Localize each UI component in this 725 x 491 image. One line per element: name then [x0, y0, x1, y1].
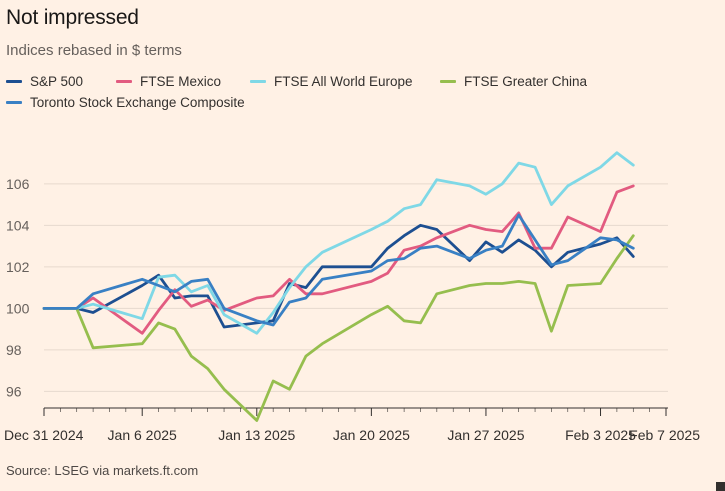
chart-title: Not impressed: [6, 6, 139, 29]
legend-label-ftse-all-world-europe: FTSE All World Europe: [274, 74, 413, 89]
x-tick-label: Jan 20 2025: [333, 427, 410, 443]
series-line-ftse-all-world-europe: [42, 151, 635, 335]
legend-item-ftse-greater-china: FTSE Greater China: [440, 74, 587, 89]
legend-label-ftse-greater-china: FTSE Greater China: [464, 74, 588, 89]
chart-subtitle: Indices rebased in $ terms: [6, 42, 182, 59]
legend-label-tsx-composite: Toronto Stock Exchange Composite: [30, 95, 245, 110]
y-tick-label: 96: [6, 383, 22, 399]
source-note: Source: LSEG via markets.ft.com: [6, 463, 199, 478]
x-tick-label: Feb 3 2025: [565, 427, 636, 443]
y-tick-label: 106: [6, 176, 30, 192]
series-line-ftse-greater-china: [42, 234, 635, 422]
legend-swatch-ftse-mexico: [116, 80, 132, 83]
series-lines: [42, 151, 635, 422]
x-axis: Dec 31 2024 Jan 6 2025 Jan 13 2025 Jan 20 2…: [4, 407, 700, 443]
legend-label-ftse-mexico: FTSE Mexico: [140, 74, 222, 89]
legend-item-sp500: S&P 500: [6, 74, 83, 89]
x-tick-label: Jan 6 2025: [108, 427, 177, 443]
legend-swatch-sp500: [6, 80, 22, 83]
x-tick-label: Jan 27 2025: [447, 427, 524, 443]
corner-mark: [716, 482, 725, 491]
x-tick-label: Dec 31 2024: [4, 427, 84, 443]
y-tick-label: 98: [6, 342, 22, 358]
legend-item-tsx-composite: Toronto Stock Exchange Composite: [6, 95, 245, 110]
series-line-tsx-composite: [42, 213, 635, 327]
y-tick-label: 100: [6, 300, 30, 316]
legend-item-ftse-all-world-europe: FTSE All World Europe: [250, 74, 413, 89]
gridlines: 96 98 100 102 104 106: [6, 176, 668, 399]
legend-swatch-ftse-greater-china: [440, 80, 456, 83]
legend-swatch-tsx-composite: [6, 101, 22, 104]
y-tick-label: 102: [6, 259, 30, 275]
legend-item-ftse-mexico: FTSE Mexico: [116, 74, 221, 89]
y-tick-label: 104: [6, 217, 30, 233]
legend-swatch-ftse-all-world-europe: [250, 80, 266, 83]
x-tick-label: Jan 13 2025: [218, 427, 295, 443]
legend-label-sp500: S&P 500: [30, 74, 84, 89]
x-tick-label: Feb 7 2025: [629, 427, 700, 443]
